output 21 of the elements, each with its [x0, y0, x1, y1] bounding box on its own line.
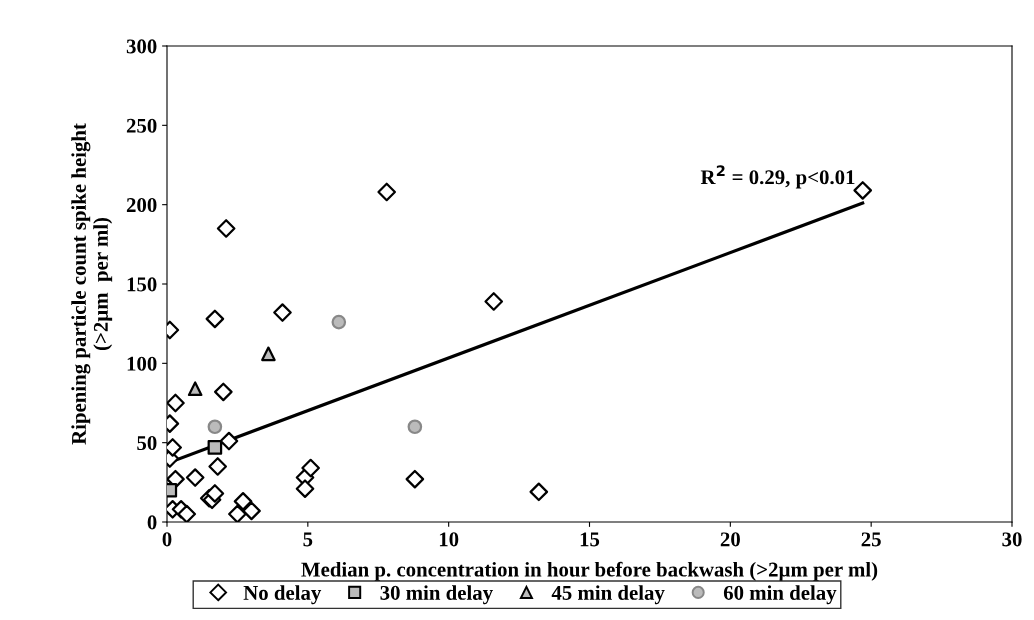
y-tick-label: 300: [126, 39, 157, 54]
x-tick-label: 25: [861, 532, 881, 547]
y-tick-label: 150: [127, 277, 157, 292]
x-tick-label: 10: [439, 532, 459, 547]
x-axis-title: Median p. concentration in hour before backwash (>2µm per ml): [301, 561, 878, 581]
legend-label: No delay: [243, 585, 322, 605]
y-axis-title: Ripening particle count spike height (>2µm per ml): [71, 123, 113, 445]
y-tick-label: 50: [137, 436, 157, 451]
x-tick-label: 0: [162, 532, 172, 547]
legend-label: 45 min delay: [551, 585, 665, 605]
x-tick-label: 5: [303, 532, 313, 547]
y-tick-label: 200: [126, 198, 157, 213]
y-tick-label: 250: [126, 118, 157, 133]
x-tick-label: 20: [720, 532, 740, 547]
legend-label: 30 min delay: [380, 585, 493, 605]
annotation: R$^{2}$ = 0.29, p<0.01: [700, 165, 855, 189]
y-tick-label: 100: [127, 356, 157, 371]
legend-label: 60 min delay: [723, 585, 837, 605]
y-tick-label: 0: [147, 515, 157, 530]
x-tick-label: 15: [580, 532, 600, 547]
x-tick-label: 30: [1002, 532, 1022, 547]
